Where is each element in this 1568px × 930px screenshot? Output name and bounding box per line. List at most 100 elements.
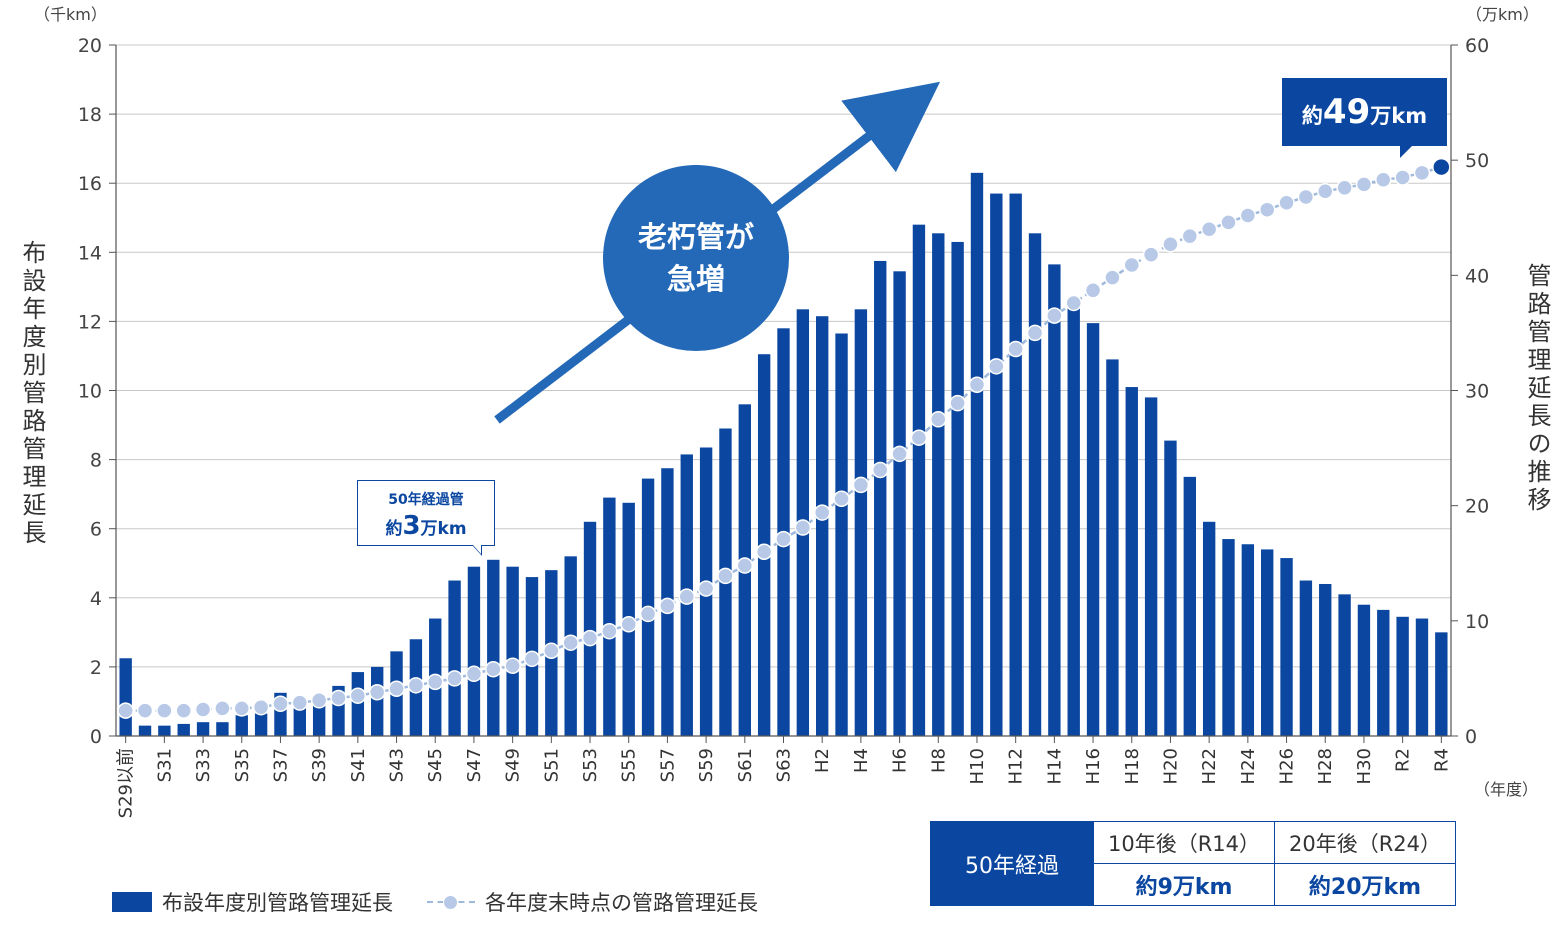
table-value-20y: 約20万km [1274, 863, 1456, 906]
bar [1067, 300, 1080, 736]
bar [1222, 539, 1235, 736]
chart-legend: 布設年度別管路管理延長 各年度末時点の管路管理延長 [112, 885, 758, 919]
left-axis-label: 布設年度別管路管理延長 [18, 240, 46, 548]
line-point [620, 616, 637, 633]
line-point [639, 605, 657, 623]
bar [1280, 558, 1293, 736]
line-point [1026, 324, 1044, 342]
x-tick-label: H4 [851, 748, 872, 773]
line-point [1413, 164, 1431, 182]
bar [1106, 359, 1119, 736]
line-point [988, 358, 1005, 375]
line-point [1278, 194, 1295, 212]
line-point [562, 634, 579, 651]
line-point [1375, 171, 1392, 188]
bar [1261, 549, 1274, 736]
line-point [1162, 235, 1179, 253]
left-tick-label: 8 [90, 450, 102, 472]
bar [932, 233, 945, 737]
line-point [1046, 307, 1063, 324]
bar [351, 672, 365, 736]
line-point [310, 692, 328, 709]
callout-title: 50年経過管 [388, 492, 464, 508]
right-tick-label: 20 [1465, 496, 1489, 518]
left-axis-unit: （千km） [34, 5, 107, 24]
bar [1183, 476, 1196, 736]
right-tick-label: 30 [1465, 381, 1489, 403]
line-point [755, 543, 773, 560]
bar [893, 271, 906, 736]
line-point [543, 642, 560, 660]
x-tick-label: S31 [154, 748, 175, 782]
bar [1415, 618, 1429, 736]
x-tick-label: S43 [387, 748, 408, 782]
x-tick-label: H20 [1160, 748, 1181, 784]
bar [1338, 594, 1351, 736]
line-point [156, 702, 173, 719]
line-point [523, 650, 541, 668]
line-point [330, 689, 347, 707]
bar [912, 224, 926, 736]
left-tick-label: 10 [78, 381, 102, 403]
x-tick-label: H16 [1083, 748, 1104, 784]
left-tick-label: 4 [90, 588, 102, 610]
line-point [852, 476, 870, 494]
bar [1164, 440, 1177, 736]
bar [1125, 387, 1138, 736]
line-point [910, 429, 928, 446]
bar [1299, 580, 1313, 736]
right-tick-label: 0 [1465, 726, 1477, 748]
circle-line-2: 急増 [666, 262, 725, 296]
line-point [368, 683, 386, 701]
bar [293, 708, 306, 736]
line-point [214, 700, 231, 717]
line-point [1297, 188, 1315, 206]
x-tick-label: S55 [619, 748, 640, 782]
table-row: 50年経過 10年後（R14） 20年後（R24） [930, 821, 1456, 906]
x-tick-label: R2 [1393, 748, 1414, 772]
table-lead-cell: 50年経過 [930, 821, 1094, 906]
x-tick-label: S47 [464, 748, 485, 782]
left-tick-label: 16 [78, 173, 102, 195]
line-point [1142, 246, 1160, 263]
line-point [194, 701, 212, 718]
line-point [930, 411, 947, 428]
line-point [1336, 179, 1353, 197]
line-point [252, 698, 270, 716]
bar [1202, 521, 1216, 736]
left-tick-label: 0 [90, 726, 102, 748]
x-tick-label: S51 [541, 748, 562, 782]
x-tick-label: H24 [1238, 748, 1259, 784]
line-point [465, 665, 483, 683]
bar [970, 172, 984, 736]
bar [312, 703, 326, 736]
x-tick-label: S39 [309, 748, 330, 782]
line-series [117, 157, 1451, 719]
line-point [388, 680, 405, 698]
bar [951, 241, 964, 736]
line-point [891, 445, 908, 463]
line-point [504, 657, 521, 674]
bar [119, 658, 132, 736]
line-point [349, 687, 367, 704]
bar [816, 316, 829, 736]
x-tick-label: S57 [657, 748, 678, 782]
line-point [601, 622, 618, 640]
line-point [1007, 340, 1024, 358]
line-point [1181, 227, 1199, 245]
bar [196, 722, 210, 736]
legend-line-swatch [427, 892, 475, 912]
bar [1396, 616, 1409, 736]
line-point [426, 673, 444, 691]
x-tick-label: H28 [1315, 748, 1336, 784]
table-row: 約9万km 約20万km [931, 863, 1456, 906]
line-point [1104, 269, 1121, 286]
right-tick-label: 50 [1465, 150, 1489, 172]
bar [467, 566, 481, 736]
bar [177, 723, 190, 736]
x-tick-label: S45 [425, 748, 446, 782]
bar [854, 309, 868, 736]
aging-pipes-circle: 老朽管が 急増 [603, 165, 789, 351]
line-point [1200, 221, 1218, 238]
